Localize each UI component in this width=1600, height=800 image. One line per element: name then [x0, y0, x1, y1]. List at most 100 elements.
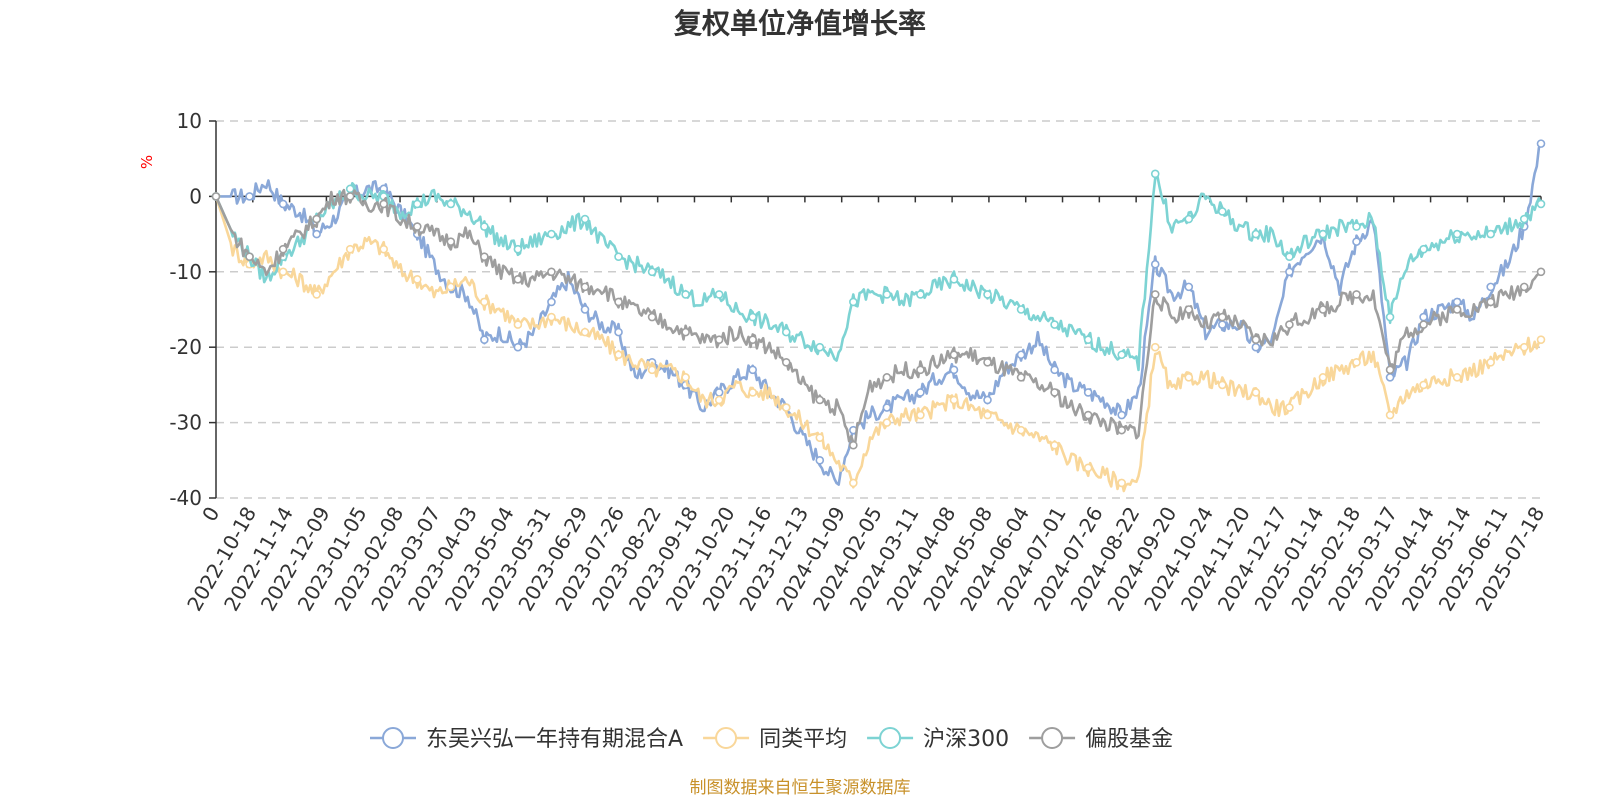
series-point — [882, 418, 892, 427]
data-source-note: 制图数据来自恒生聚源数据库 — [690, 778, 911, 798]
axes — [209, 120, 1542, 499]
y-tick-label: 10 — [177, 109, 202, 133]
series-point — [1218, 320, 1227, 329]
legend[interactable]: 东吴兴弘一年持有期混合A 同类平均 沪深300 偏股基金 — [370, 727, 1173, 752]
legend-item-1[interactable]: 同类平均 — [703, 727, 847, 752]
series-point — [1050, 365, 1059, 375]
series-point — [714, 388, 724, 397]
series-point — [1536, 199, 1546, 209]
series-point — [781, 403, 791, 412]
series-point — [1536, 267, 1546, 277]
series-point — [1117, 350, 1126, 360]
series-point — [580, 282, 590, 292]
series-point — [983, 290, 992, 299]
series-point — [614, 252, 623, 262]
series-point — [1016, 305, 1026, 314]
series-point — [513, 320, 523, 329]
series-point — [1251, 335, 1261, 344]
series-point — [312, 290, 321, 299]
y-tick-label: -30 — [169, 411, 202, 435]
series-point — [1218, 380, 1227, 390]
series-point — [1318, 305, 1328, 314]
series-point — [446, 237, 456, 246]
legend-item-2[interactable]: 沪深300 — [867, 727, 1009, 752]
series-point — [1352, 237, 1361, 246]
gridlines — [216, 120, 1541, 499]
legend-marker-icon — [1041, 727, 1064, 749]
legend-label: 同类平均 — [759, 727, 847, 752]
series-point — [345, 244, 355, 254]
series-point — [412, 199, 422, 209]
series-point — [345, 184, 355, 194]
series-point — [513, 342, 523, 352]
series-point — [647, 365, 657, 375]
series-point — [480, 297, 489, 307]
series-point — [849, 297, 858, 307]
series-point — [1318, 229, 1328, 239]
series-point — [781, 357, 791, 367]
series-point — [1184, 305, 1194, 314]
series-point — [1385, 373, 1395, 382]
series-point — [1218, 207, 1227, 216]
series-point — [480, 252, 489, 262]
series-point — [1419, 320, 1428, 329]
x-tick-labels: 02022-10-182022-11-142022-12-092023-01-0… — [182, 503, 1549, 616]
series-point — [1150, 259, 1160, 269]
series-point — [1150, 169, 1160, 179]
series-line-0 — [216, 143, 1543, 486]
series-point — [815, 455, 825, 465]
series-point — [1016, 425, 1026, 435]
series-point — [1117, 425, 1126, 435]
series-point — [614, 350, 623, 360]
series-point — [983, 410, 992, 420]
series-point — [1352, 222, 1361, 231]
series-point — [916, 388, 925, 397]
series-point — [1486, 357, 1495, 367]
series-point — [379, 244, 389, 254]
legend-item-0[interactable]: 东吴兴弘一年持有期混合A — [370, 727, 683, 752]
series-point — [949, 350, 959, 360]
series-point — [312, 214, 321, 224]
series-point — [714, 395, 724, 405]
series-point — [580, 305, 590, 314]
series-point — [647, 267, 657, 277]
series-point — [681, 290, 690, 299]
series-point — [345, 192, 355, 201]
series-point — [1452, 373, 1462, 382]
series-point — [211, 192, 221, 201]
series-point — [882, 290, 892, 299]
series-point — [681, 327, 690, 337]
series-point — [1117, 478, 1126, 488]
series-point — [412, 222, 422, 231]
series-point — [480, 335, 489, 344]
series-point — [983, 395, 992, 405]
series-point — [278, 267, 288, 277]
series-point — [1285, 252, 1294, 262]
series-point — [1385, 365, 1395, 375]
series-point — [379, 199, 389, 209]
series-point — [849, 440, 858, 450]
series-point — [1536, 139, 1546, 148]
series-point — [513, 275, 523, 284]
series-point — [815, 395, 825, 405]
series-point — [1285, 320, 1294, 329]
series-point — [580, 327, 590, 337]
series-point — [245, 252, 254, 262]
series-line-1 — [214, 196, 1542, 493]
series-point — [748, 388, 758, 397]
series-point — [580, 214, 590, 224]
series-point — [681, 373, 690, 382]
series-point — [1083, 388, 1093, 397]
series-point — [278, 199, 288, 209]
series-point — [714, 290, 724, 299]
legend-item-3[interactable]: 偏股基金 — [1029, 727, 1173, 752]
series-point — [949, 365, 959, 375]
series-point — [1050, 320, 1059, 329]
series-point — [1251, 388, 1261, 397]
series-point — [1285, 403, 1294, 412]
series-point — [312, 229, 321, 239]
series-point — [1536, 335, 1546, 344]
series-point — [1150, 342, 1160, 352]
